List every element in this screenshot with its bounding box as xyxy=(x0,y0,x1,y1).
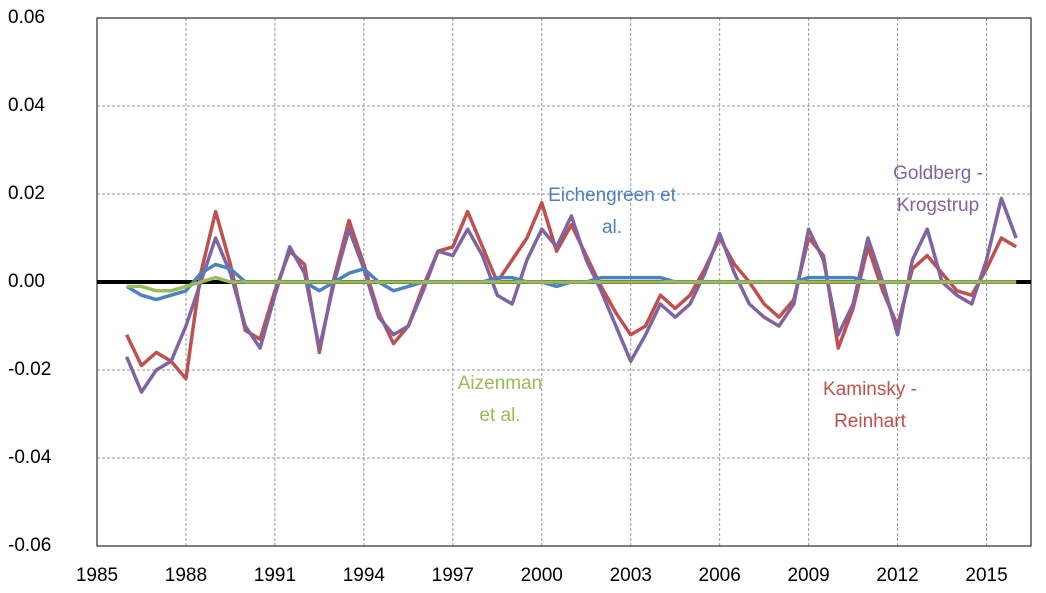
x-tick-label: 1997 xyxy=(432,565,474,586)
series-line xyxy=(125,196,1018,394)
x-tick-label: 2003 xyxy=(610,565,652,586)
y-tick-label: 0.06 xyxy=(8,7,45,28)
x-tick-label: 1985 xyxy=(76,565,118,586)
y-tick-label: -0.02 xyxy=(8,359,51,380)
y-tick-label: -0.04 xyxy=(8,447,52,468)
annotation: Krogstrup xyxy=(897,195,979,216)
x-tick-label: 2015 xyxy=(965,565,1007,586)
annotation: Kaminsky - xyxy=(823,379,917,400)
y-tick-label: -0.06 xyxy=(8,535,51,556)
x-tick-label: 1994 xyxy=(343,565,386,586)
x-tick-label: 1988 xyxy=(165,565,207,586)
annotation: et al. xyxy=(479,405,520,426)
x-tick-label: 2000 xyxy=(521,565,563,586)
x-tick-label: 2012 xyxy=(876,565,918,586)
y-tick-label: 0.00 xyxy=(8,271,45,292)
x-tick-label: 1991 xyxy=(254,565,296,586)
series-line xyxy=(125,201,1018,381)
x-tick-label: 2009 xyxy=(787,565,829,586)
annotation: Aizenman xyxy=(458,373,543,394)
annotation: Reinhart xyxy=(834,411,907,432)
annotation: al. xyxy=(602,217,622,238)
series-line xyxy=(126,275,1017,293)
annotation: Eichengreen et xyxy=(548,185,677,206)
x-tick-label: 2006 xyxy=(699,565,741,586)
y-tick-label: 0.04 xyxy=(8,95,45,116)
y-tick-label: 0.02 xyxy=(8,183,45,204)
annotation: Goldberg - xyxy=(893,163,983,184)
